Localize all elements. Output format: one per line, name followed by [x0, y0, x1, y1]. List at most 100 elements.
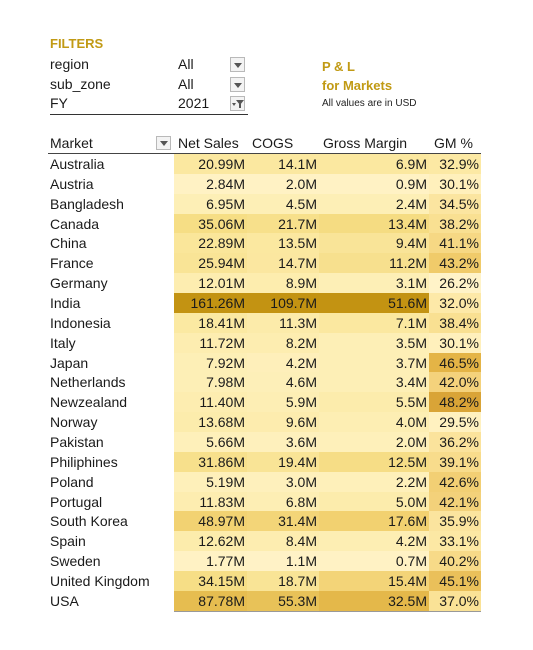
cell-market[interactable]: China	[50, 235, 87, 252]
cell-gross-margin[interactable]: 3.7M	[319, 352, 429, 373]
cell-market[interactable]: India	[50, 295, 81, 312]
cell-market[interactable]: Australia	[50, 156, 105, 172]
cell-net-sales[interactable]: 11.40M	[174, 392, 247, 413]
cell-gm-pct[interactable]: 30.1%	[429, 332, 481, 353]
cell-gm-pct[interactable]: 35.9%	[429, 511, 481, 532]
cell-cogs[interactable]: 5.9M	[247, 392, 319, 413]
cell-cogs[interactable]: 4.2M	[247, 352, 319, 373]
cell-net-sales[interactable]: 1.77M	[174, 551, 247, 572]
cell-gross-margin[interactable]: 15.4M	[319, 571, 429, 591]
cell-net-sales[interactable]: 48.97M	[174, 511, 247, 532]
cell-cogs[interactable]: 8.9M	[247, 273, 319, 294]
cell-gm-pct[interactable]: 32.9%	[429, 154, 481, 174]
cell-cogs[interactable]: 9.6M	[247, 412, 319, 433]
cell-market[interactable]: Pakistan	[50, 434, 104, 451]
filter-sub-zone-value[interactable]: All	[178, 76, 194, 92]
cell-gross-margin[interactable]: 2.4M	[319, 193, 429, 214]
cell-gm-pct[interactable]: 48.2%	[429, 392, 481, 413]
market-filter-button[interactable]	[156, 136, 171, 150]
cell-gm-pct[interactable]: 32.0%	[429, 293, 481, 313]
cell-market[interactable]: Germany	[50, 275, 108, 292]
cell-gross-margin[interactable]: 13.4M	[319, 213, 429, 234]
cell-cogs[interactable]: 109.7M	[247, 293, 319, 313]
fy-filter-button[interactable]	[230, 96, 245, 111]
cell-gross-margin[interactable]: 4.2M	[319, 531, 429, 552]
cell-gross-margin[interactable]: 51.6M	[319, 293, 429, 313]
cell-gm-pct[interactable]: 40.2%	[429, 551, 481, 572]
cell-market[interactable]: Poland	[50, 473, 94, 490]
cell-cogs[interactable]: 21.7M	[247, 213, 319, 234]
cell-gm-pct[interactable]: 46.5%	[429, 352, 481, 373]
cell-market[interactable]: Spain	[50, 533, 86, 550]
cell-gross-margin[interactable]: 7.1M	[319, 312, 429, 333]
cell-gm-pct[interactable]: 43.2%	[429, 253, 481, 274]
cell-market[interactable]: France	[50, 255, 94, 272]
cell-cogs[interactable]: 11.3M	[247, 312, 319, 333]
cell-gross-margin[interactable]: 4.0M	[319, 412, 429, 433]
cell-market[interactable]: Sweden	[50, 553, 101, 570]
cell-net-sales[interactable]: 31.86M	[174, 451, 247, 472]
cell-market[interactable]: Canada	[50, 215, 100, 232]
cell-cogs[interactable]: 8.4M	[247, 531, 319, 552]
cell-market[interactable]: USA	[50, 592, 79, 609]
cell-gross-margin[interactable]: 3.5M	[319, 332, 429, 353]
cell-net-sales[interactable]: 87.78M	[174, 590, 247, 611]
cell-net-sales[interactable]: 2.84M	[174, 173, 247, 194]
cell-net-sales[interactable]: 11.83M	[174, 491, 247, 512]
cell-cogs[interactable]: 4.6M	[247, 372, 319, 393]
cell-net-sales[interactable]: 25.94M	[174, 253, 247, 274]
cell-gross-margin[interactable]: 12.5M	[319, 451, 429, 472]
cell-gross-margin[interactable]: 32.5M	[319, 590, 429, 611]
cell-market[interactable]: Indonesia	[50, 314, 111, 331]
cell-market[interactable]: South Korea	[50, 513, 128, 530]
cell-net-sales[interactable]: 22.89M	[174, 233, 247, 254]
cell-gross-margin[interactable]: 0.9M	[319, 173, 429, 194]
cell-market[interactable]: United Kingdom	[50, 573, 150, 590]
cell-net-sales[interactable]: 18.41M	[174, 312, 247, 333]
cell-gm-pct[interactable]: 42.1%	[429, 491, 481, 512]
cell-cogs[interactable]: 14.7M	[247, 253, 319, 274]
cell-gross-margin[interactable]: 3.1M	[319, 273, 429, 294]
cell-cogs[interactable]: 31.4M	[247, 511, 319, 532]
cell-cogs[interactable]: 19.4M	[247, 451, 319, 472]
cell-gm-pct[interactable]: 33.1%	[429, 531, 481, 552]
cell-net-sales[interactable]: 35.06M	[174, 213, 247, 234]
cell-gross-margin[interactable]: 2.2M	[319, 471, 429, 492]
cell-gm-pct[interactable]: 38.4%	[429, 312, 481, 333]
cell-net-sales[interactable]: 12.62M	[174, 531, 247, 552]
cell-market[interactable]: Bangladesh	[50, 195, 124, 212]
sub-zone-dropdown-button[interactable]	[230, 77, 245, 92]
cell-cogs[interactable]: 6.8M	[247, 491, 319, 512]
cell-gross-margin[interactable]: 17.6M	[319, 511, 429, 532]
cell-net-sales[interactable]: 5.66M	[174, 432, 247, 452]
cell-cogs[interactable]: 14.1M	[247, 154, 319, 174]
cell-net-sales[interactable]: 34.15M	[174, 571, 247, 591]
cell-net-sales[interactable]: 6.95M	[174, 193, 247, 214]
cell-net-sales[interactable]: 11.72M	[174, 332, 247, 353]
cell-gm-pct[interactable]: 26.2%	[429, 273, 481, 294]
cell-gm-pct[interactable]: 41.1%	[429, 233, 481, 254]
cell-gross-margin[interactable]: 5.5M	[319, 392, 429, 413]
cell-gross-margin[interactable]: 11.2M	[319, 253, 429, 274]
cell-net-sales[interactable]: 12.01M	[174, 273, 247, 294]
cell-gross-margin[interactable]: 2.0M	[319, 432, 429, 452]
cell-gm-pct[interactable]: 29.5%	[429, 412, 481, 433]
cell-cogs[interactable]: 1.1M	[247, 551, 319, 572]
cell-gm-pct[interactable]: 39.1%	[429, 451, 481, 472]
cell-market[interactable]: Portugal	[50, 493, 103, 510]
cell-market[interactable]: Austria	[50, 175, 94, 192]
region-dropdown-button[interactable]	[230, 57, 245, 72]
cell-gross-margin[interactable]: 0.7M	[319, 551, 429, 572]
cell-market[interactable]: Japan	[50, 354, 89, 371]
cell-market[interactable]: Philiphines	[50, 453, 118, 470]
cell-cogs[interactable]: 3.0M	[247, 471, 319, 492]
cell-net-sales[interactable]: 7.98M	[174, 372, 247, 393]
cell-market[interactable]: Italy	[50, 334, 76, 351]
cell-cogs[interactable]: 13.5M	[247, 233, 319, 254]
cell-gm-pct[interactable]: 30.1%	[429, 173, 481, 194]
filter-fy-value[interactable]: 2021	[178, 95, 210, 111]
cell-gm-pct[interactable]: 37.0%	[429, 590, 481, 611]
cell-gross-margin[interactable]: 6.9M	[319, 154, 429, 174]
cell-gross-margin[interactable]: 3.4M	[319, 372, 429, 393]
cell-gm-pct[interactable]: 45.1%	[429, 571, 481, 591]
